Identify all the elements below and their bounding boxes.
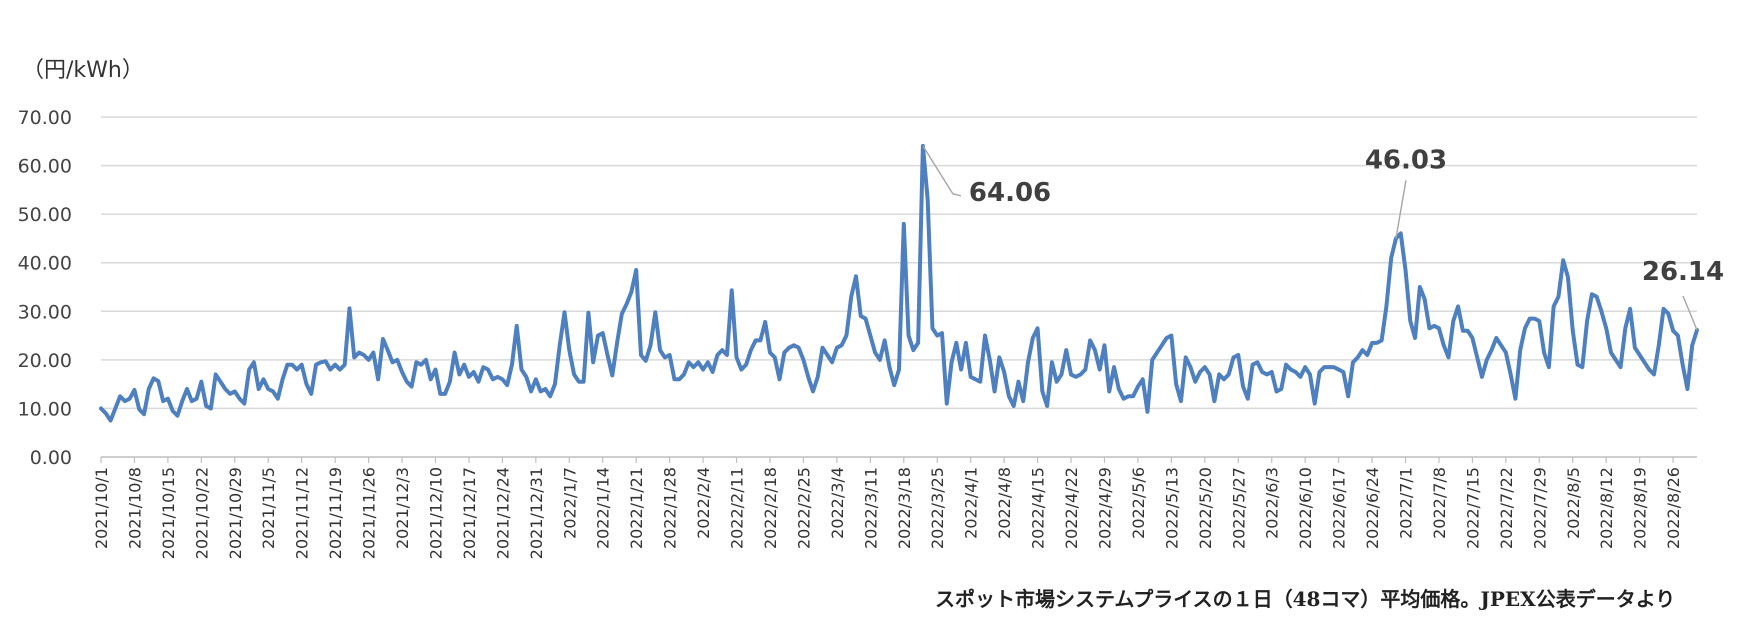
x-tick-label: 2022/8/19	[1631, 467, 1650, 549]
x-tick-label: 2022/7/22	[1497, 467, 1516, 549]
x-tick-label: 2022/7/15	[1463, 467, 1482, 549]
x-tick-label: 2022/3/4	[828, 467, 847, 539]
x-tick-label: 2022/7/8	[1430, 467, 1449, 539]
y-tick-label: 30.00	[18, 301, 72, 323]
x-tick-label: 2022/1/14	[594, 467, 613, 549]
x-tick-label: 2022/6/3	[1263, 467, 1282, 539]
x-tick-label: 2021/12/3	[393, 467, 412, 549]
x-tick-label: 2022/2/4	[694, 467, 713, 539]
y-tick-label: 50.00	[18, 204, 72, 226]
y-tick-label: 20.00	[18, 350, 72, 372]
x-tick-label: 2022/1/28	[661, 467, 680, 549]
x-tick-label: 2022/6/24	[1363, 467, 1382, 549]
x-tick-label: 2022/5/20	[1196, 467, 1215, 549]
x-tick-label: 2021/11/26	[360, 467, 379, 559]
y-tick-label: 40.00	[18, 253, 72, 275]
y-tick-label: 70.00	[18, 107, 72, 129]
y-tick-label: 10.00	[18, 398, 72, 420]
x-tick-label: 2021/12/31	[527, 467, 546, 559]
x-tick-label: 2021/10/29	[226, 467, 245, 559]
x-tick-label: 2022/7/29	[1530, 467, 1549, 549]
x-tick-label: 2021/10/8	[125, 467, 144, 549]
source-note: スポット市場システムプライスの１日（48コマ）平均価格。JPEX公表データより	[935, 587, 1676, 611]
x-tick-label: 2022/4/22	[1062, 467, 1081, 549]
x-tick-label: 2022/4/15	[1029, 467, 1048, 549]
x-tick-label: 2022/1/7	[560, 467, 579, 539]
x-tick-label: 2022/5/27	[1229, 467, 1248, 549]
x-axis-ticks: 2021/10/1 2021/10/8 2021/10/15 2021/10/22 20…	[92, 457, 1683, 559]
x-tick-label: 2022/4/29	[1095, 467, 1114, 549]
x-tick-label: 2022/4/1	[962, 467, 981, 539]
x-tick-label: 2022/3/25	[928, 467, 947, 549]
annotation-label: 64.06	[969, 178, 1051, 208]
x-tick-label: 2022/8/26	[1664, 467, 1683, 549]
x-tick-label: 2021/11/19	[326, 467, 345, 559]
gridlines	[101, 116, 1697, 458]
x-tick-label: 2022/8/12	[1597, 467, 1616, 549]
y-axis-ticks: 0.00 10.00 20.00 30.00 40.00 50.00 60.00 70.00	[18, 107, 72, 469]
x-tick-label: 2022/6/17	[1330, 467, 1349, 549]
price-series-line	[99, 143, 1699, 423]
x-tick-label: 2022/3/18	[895, 467, 914, 549]
annotation-leader	[1682, 295, 1698, 331]
x-tick-label: 2022/2/18	[761, 467, 780, 549]
x-tick-label: 2022/7/1	[1397, 467, 1416, 539]
annotation-label: 26.14	[1642, 257, 1724, 287]
x-tick-label: 2022/3/11	[861, 467, 880, 549]
x-tick-label: 2022/2/11	[728, 467, 747, 549]
x-tick-label: 2021/10/22	[192, 467, 211, 559]
peak-annotations: 64.06 46.03 26.14	[922, 145, 1724, 331]
x-tick-label: 2022/4/8	[995, 467, 1014, 539]
x-tick-label: 2021/12/17	[460, 467, 479, 559]
y-axis-label: （円/kWh）	[22, 58, 144, 83]
annotation-leader	[1395, 180, 1407, 239]
y-tick-label: 0.00	[30, 447, 72, 469]
x-tick-label: 2021/10/15	[159, 467, 178, 559]
x-tick-label: 2021/12/24	[493, 467, 512, 559]
x-tick-label: 2022/5/6	[1129, 467, 1148, 539]
y-tick-label: 60.00	[18, 156, 72, 178]
x-tick-label: 2022/6/10	[1296, 467, 1315, 549]
x-tick-label: 2021/11/12	[293, 467, 312, 559]
annotation-leader	[922, 145, 962, 197]
x-tick-label: 2022/2/25	[794, 467, 813, 549]
x-tick-label: 2021/11/5	[259, 467, 278, 549]
annotation-label: 46.03	[1365, 145, 1447, 175]
x-tick-label: 2022/5/13	[1162, 467, 1181, 549]
x-tick-label: 2021/12/10	[426, 467, 445, 559]
x-tick-label: 2022/1/21	[627, 467, 646, 549]
x-tick-label: 2022/8/5	[1564, 467, 1583, 539]
x-tick-label: 2021/10/1	[92, 467, 111, 549]
